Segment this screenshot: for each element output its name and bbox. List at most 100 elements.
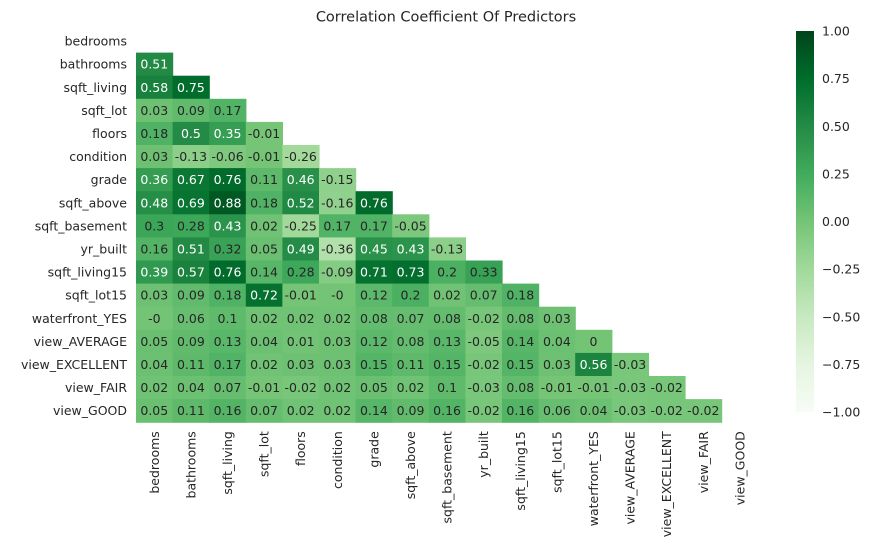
heatmap-cell [136, 237, 174, 262]
x-tick-label: sqft_lot15 [549, 431, 564, 493]
heatmap-cell-value: 0.03 [323, 357, 351, 372]
heatmap-cell-value: 0.03 [543, 311, 571, 326]
heatmap-cell-value: 0.1 [218, 311, 238, 326]
heatmap-cell [611, 399, 649, 423]
heatmap-cell-value: 0.01 [287, 334, 315, 349]
heatmap-cell-value: 0.39 [140, 265, 168, 280]
heatmap-cell-value: 0.07 [250, 403, 278, 418]
heatmap-cell-value: 0.15 [433, 357, 461, 372]
heatmap-cell-value: 0.08 [433, 311, 461, 326]
x-tick-label: sqft_above [403, 431, 418, 499]
heatmap-cell [245, 376, 283, 400]
heatmap-cell-value: 0.02 [323, 380, 351, 395]
heatmap-cell-value: 0.17 [360, 218, 388, 233]
heatmap-cell [172, 237, 210, 262]
heatmap-cell [209, 283, 247, 308]
x-tick-label: sqft_lot [257, 431, 272, 477]
heatmap-cell [355, 283, 393, 308]
heatmap-cell-value: 0.11 [250, 172, 278, 187]
heatmap-cell-value: -0.05 [394, 218, 426, 233]
y-tick-label: view_EXCELLENT [21, 357, 127, 372]
heatmap-cell [465, 329, 503, 354]
heatmap-cell [465, 376, 503, 400]
heatmap-cell-value: 0.43 [397, 241, 425, 256]
heatmap-cell-value: 0.03 [140, 288, 168, 303]
heatmap-cell [209, 191, 247, 215]
heatmap-cell [172, 306, 210, 331]
heatmap-cell-value: 0.18 [506, 288, 534, 303]
heatmap-cell-value: 0.2 [401, 288, 421, 303]
x-tick-label: sqft_living [220, 431, 235, 494]
heatmap-cell-value: 0.18 [250, 195, 278, 210]
heatmap-cell-value: 0.5 [181, 126, 201, 141]
heatmap-cell [392, 399, 430, 423]
heatmap-cell-value: 0.02 [140, 380, 168, 395]
heatmap-cell-value: 0.17 [214, 357, 242, 372]
colorbar-tick-label: −0.50 [822, 309, 860, 324]
heatmap-cell [245, 121, 283, 146]
colorbar-gradient [796, 31, 814, 412]
chart-title: Correlation Coefficient Of Predictors [316, 10, 576, 26]
x-tick-label: condition [330, 431, 345, 489]
heatmap-cell [136, 352, 174, 377]
heatmap-cell [136, 191, 174, 215]
heatmap-cell-value: -0.05 [468, 334, 500, 349]
heatmap-cell [172, 352, 210, 377]
heatmap-cell [428, 329, 466, 354]
heatmap-cell-value: -0.03 [614, 357, 646, 372]
heatmap-cell-value: -0.13 [431, 241, 463, 256]
heatmap-cell-value: 0.45 [360, 241, 388, 256]
heatmap-cell-value: 0.11 [177, 403, 205, 418]
heatmap-cell [428, 306, 466, 331]
heatmap-cell-value: 0.35 [214, 126, 242, 141]
heatmap-cell-value: 0.15 [506, 357, 534, 372]
heatmap-cell [319, 376, 357, 400]
heatmap-cell-value: 0.2 [437, 265, 457, 280]
heatmap-cell-value: 0.06 [177, 311, 205, 326]
heatmap-cell-value: 0.14 [360, 403, 388, 418]
heatmap-cell [136, 283, 174, 308]
heatmap-cell [172, 260, 210, 285]
heatmap-cell [209, 237, 247, 262]
heatmap-cell [319, 237, 357, 262]
heatmap-cell-value: 0.18 [140, 126, 168, 141]
heatmap-cell [172, 75, 210, 100]
heatmap-cell [538, 329, 576, 354]
heatmap-cell [245, 145, 283, 169]
heatmap-cell-value: -0.02 [687, 403, 719, 418]
y-tick-label: sqft_living [64, 80, 127, 95]
heatmap-cell [172, 376, 210, 400]
heatmap-cell [575, 329, 613, 354]
heatmap-cell [392, 376, 430, 400]
heatmap-cell [245, 191, 283, 215]
y-tick-label: sqft_above [59, 195, 127, 210]
heatmap-cell-value: 0.04 [140, 357, 168, 372]
heatmap-cell-value: 0.69 [177, 195, 205, 210]
heatmap-cell-value: 0.09 [397, 403, 425, 418]
heatmap-cell-value: -0.09 [321, 265, 353, 280]
colorbar: 1.00 0.75 0.50 0.25 0.00 −0.25 −0.50 −0.75 −1.00 [796, 24, 860, 420]
heatmap-cell-value: 0.14 [506, 334, 534, 349]
heatmap-cell-value: 0.05 [140, 403, 168, 418]
heatmap-cell-value: 0.04 [543, 334, 571, 349]
heatmap-cell [245, 214, 283, 238]
heatmap-cell-value: 0.36 [140, 172, 168, 187]
heatmap-cell [172, 214, 210, 238]
y-tick-label: floors [92, 126, 127, 141]
heatmap-cell [209, 352, 247, 377]
heatmap-cell [282, 237, 320, 262]
heatmap-cell-value: -0.02 [651, 380, 683, 395]
heatmap-cell [502, 283, 540, 308]
heatmap-cell-value: -0.02 [651, 403, 683, 418]
heatmap-cell [282, 306, 320, 331]
heatmap-cell [282, 191, 320, 215]
x-tick-label: bedrooms [147, 431, 162, 493]
heatmap-cell-value: -0.01 [248, 380, 280, 395]
heatmap-cell-value: 0.16 [506, 403, 534, 418]
x-tick-label: view_FAIR [696, 431, 711, 493]
heatmap-cell [355, 260, 393, 285]
heatmap-cell-value: 0.02 [397, 380, 425, 395]
heatmap-cell [355, 329, 393, 354]
heatmap-cell [209, 260, 247, 285]
heatmap-cell-value: 0.08 [506, 380, 534, 395]
